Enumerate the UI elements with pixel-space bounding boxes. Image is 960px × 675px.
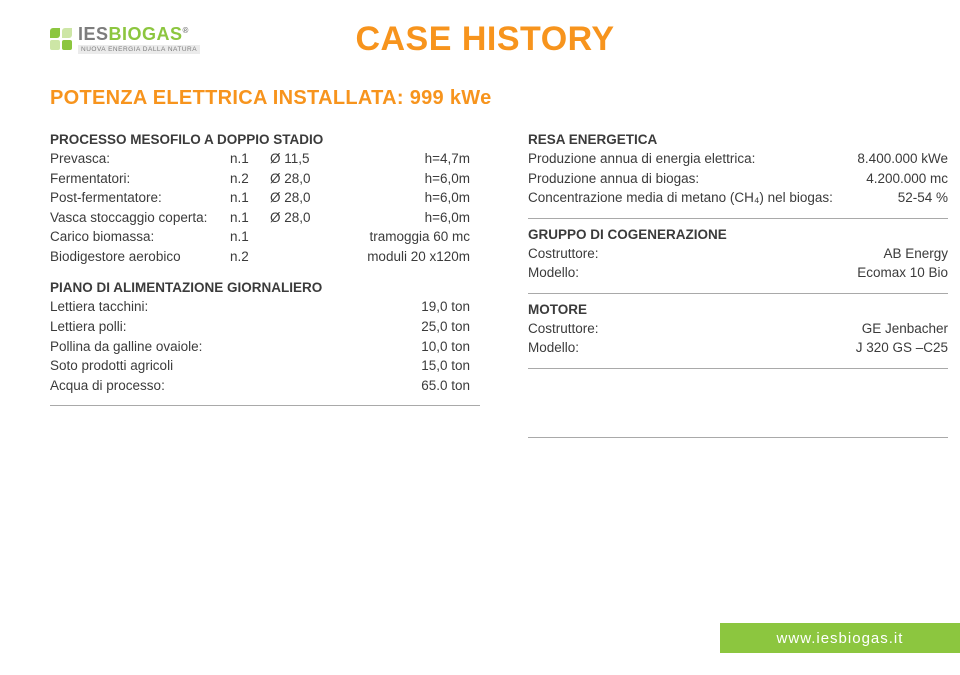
table-row: Acqua di processo:65.0 ton — [50, 376, 480, 396]
label: Vasca stoccaggio coperta: — [50, 208, 230, 228]
value: n.2 — [230, 169, 270, 189]
value: J 320 GS –C25 — [856, 338, 948, 358]
value: GE Jenbacher — [862, 319, 948, 339]
table-row: Lettiera tacchini:19,0 ton — [50, 297, 480, 317]
table-row: Produzione annua di biogas:4.200.000 mc — [528, 169, 948, 189]
divider — [528, 293, 948, 294]
table-row: Lettiera polli:25,0 ton — [50, 317, 480, 337]
energy-table: Produzione annua di energia elettrica:8.… — [528, 149, 948, 208]
feed-table: Lettiera tacchini:19,0 ton Lettiera poll… — [50, 297, 480, 395]
page: IESBIOGAS® NUOVA ENERGIA DALLA NATURA CA… — [0, 0, 960, 675]
value: moduli 20 x120m — [330, 247, 480, 267]
subtitle: POTENZA ELETTRICA INSTALLATA: 999 kWe — [50, 87, 910, 110]
label: Biodigestore aerobico — [50, 247, 230, 267]
divider — [528, 368, 948, 369]
value: h=4,7m — [330, 149, 480, 169]
value: n.1 — [230, 188, 270, 208]
value: 8.400.000 kWe — [857, 149, 948, 169]
label: Produzione annua di biogas: — [528, 169, 866, 189]
label: Fermentatori: — [50, 169, 230, 189]
table-row: Soto prodotti agricoli15,0 ton — [50, 356, 480, 376]
divider — [528, 218, 948, 219]
table-row: Post-fermentatore: n.1 Ø 28,0 h=6,0m — [50, 188, 480, 208]
feed-heading: PIANO DI ALIMENTAZIONE GIORNALIERO — [50, 280, 480, 295]
table-row: Modello:J 320 GS –C25 — [528, 338, 948, 358]
value: 4.200.000 mc — [866, 169, 948, 189]
energy-heading: RESA ENERGETICA — [528, 132, 948, 147]
process-heading: PROCESSO MESOFILO A DOPPIO STADIO — [50, 132, 480, 147]
label: Produzione annua di energia elettrica: — [528, 149, 857, 169]
table-row: Pollina da galline ovaiole:10,0 ton — [50, 337, 480, 357]
table-row: Fermentatori: n.2 Ø 28,0 h=6,0m — [50, 169, 480, 189]
table-row: Biodigestore aerobico n.2 moduli 20 x120… — [50, 247, 480, 267]
label: Costruttore: — [528, 244, 883, 264]
value: Ø 28,0 — [270, 208, 330, 228]
content-columns: PROCESSO MESOFILO A DOPPIO STADIO Prevas… — [50, 132, 910, 446]
table-row: Concentrazione media di metano (CH₄) nel… — [528, 188, 948, 208]
left-column: PROCESSO MESOFILO A DOPPIO STADIO Prevas… — [50, 132, 480, 446]
label: Lettiera tacchini: — [50, 297, 421, 317]
value: 25,0 ton — [421, 317, 480, 337]
table-row: Carico biomassa: n.1 tramoggia 60 mc — [50, 227, 480, 247]
value — [270, 247, 330, 267]
value: 52-54 % — [898, 188, 948, 208]
value: h=6,0m — [330, 169, 480, 189]
page-title: CASE HISTORY — [60, 20, 910, 59]
footer-url-bar: www.iesbiogas.it — [720, 623, 960, 653]
label: Concentrazione media di metano (CH₄) nel… — [528, 188, 898, 208]
label: Soto prodotti agricoli — [50, 356, 421, 376]
value: n.1 — [230, 227, 270, 247]
table-row: Produzione annua di energia elettrica:8.… — [528, 149, 948, 169]
cogen-table: Costruttore:AB Energy Modello:Ecomax 10 … — [528, 244, 948, 283]
value: n.1 — [230, 208, 270, 228]
process-table: Prevasca: n.1 Ø 11,5 h=4,7m Fermentatori… — [50, 149, 480, 266]
table-row: Costruttore:GE Jenbacher — [528, 319, 948, 339]
table-row: Prevasca: n.1 Ø 11,5 h=4,7m — [50, 149, 480, 169]
value: h=6,0m — [330, 208, 480, 228]
motor-heading: MOTORE — [528, 302, 948, 317]
value: n.2 — [230, 247, 270, 267]
label: Modello: — [528, 338, 856, 358]
divider — [50, 405, 480, 406]
label: Costruttore: — [528, 319, 862, 339]
value: 65.0 ton — [421, 376, 480, 396]
table-row: Modello:Ecomax 10 Bio — [528, 263, 948, 283]
value: Ecomax 10 Bio — [857, 263, 948, 283]
label: Modello: — [528, 263, 857, 283]
value: Ø 28,0 — [270, 169, 330, 189]
cogen-heading: GRUPPO DI COGENERAZIONE — [528, 227, 948, 242]
value: n.1 — [230, 149, 270, 169]
footer-url: www.iesbiogas.it — [777, 630, 904, 647]
value: AB Energy — [883, 244, 948, 264]
label: Acqua di processo: — [50, 376, 421, 396]
right-column: RESA ENERGETICA Produzione annua di ener… — [528, 132, 948, 446]
value: 19,0 ton — [421, 297, 480, 317]
motor-table: Costruttore:GE Jenbacher Modello:J 320 G… — [528, 319, 948, 358]
label: Pollina da galline ovaiole: — [50, 337, 421, 357]
value: tramoggia 60 mc — [330, 227, 480, 247]
label: Prevasca: — [50, 149, 230, 169]
value: Ø 11,5 — [270, 149, 330, 169]
header: IESBIOGAS® NUOVA ENERGIA DALLA NATURA CA… — [50, 24, 910, 59]
value: 15,0 ton — [421, 356, 480, 376]
table-row: Costruttore:AB Energy — [528, 244, 948, 264]
value — [270, 227, 330, 247]
value: Ø 28,0 — [270, 188, 330, 208]
value: h=6,0m — [330, 188, 480, 208]
label: Post-fermentatore: — [50, 188, 230, 208]
label: Carico biomassa: — [50, 227, 230, 247]
table-row: Vasca stoccaggio coperta: n.1 Ø 28,0 h=6… — [50, 208, 480, 228]
divider — [528, 437, 948, 438]
value: 10,0 ton — [421, 337, 480, 357]
label: Lettiera polli: — [50, 317, 421, 337]
